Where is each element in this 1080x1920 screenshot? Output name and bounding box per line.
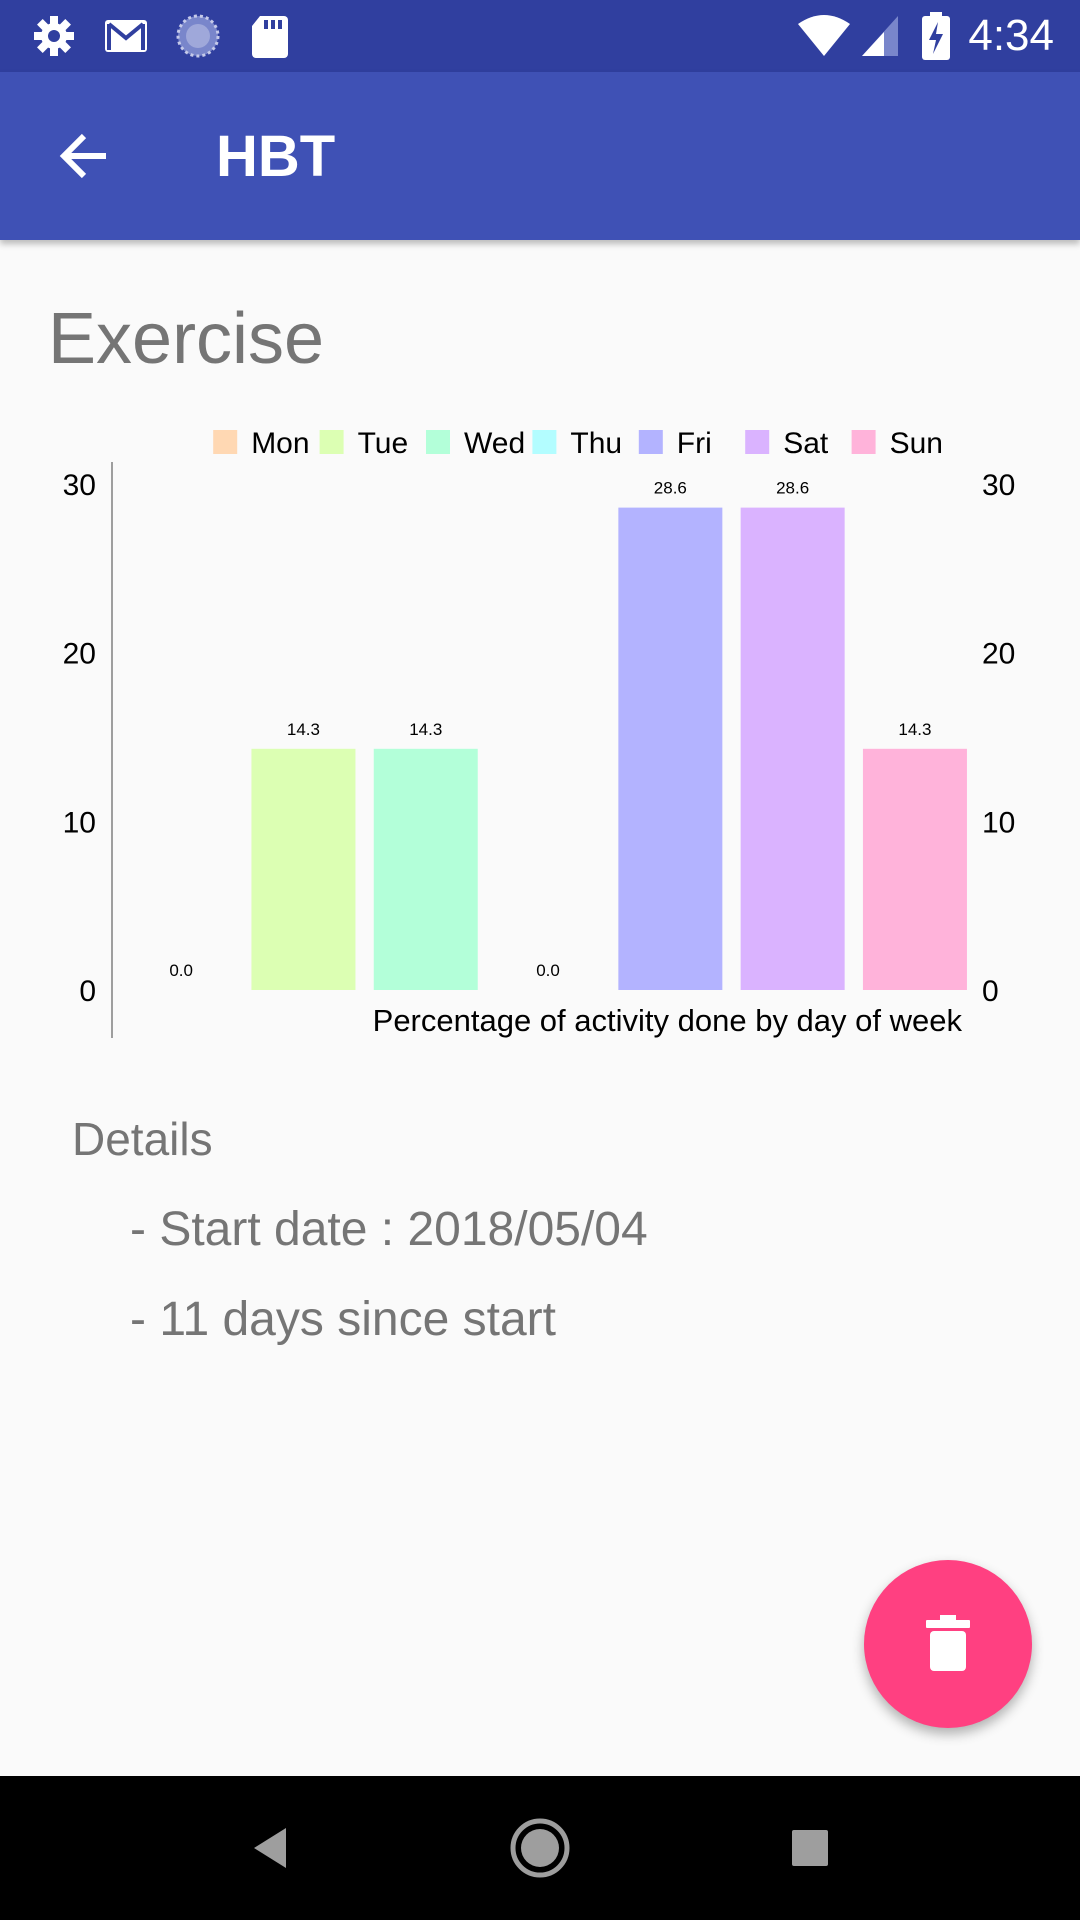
chart-description: Percentage of activity done by day of we… bbox=[373, 1003, 963, 1038]
legend-swatch-wed bbox=[426, 430, 450, 454]
delete-button[interactable] bbox=[864, 1560, 1032, 1728]
settings-icon bbox=[30, 12, 78, 60]
nav-back-icon bbox=[254, 1828, 286, 1868]
clock-time: 4:34 bbox=[968, 11, 1054, 60]
bar-sat bbox=[740, 507, 845, 990]
gmail-icon bbox=[102, 12, 150, 60]
wifi-icon bbox=[796, 12, 852, 60]
start-date-text: - Start date : 2018/05/04 bbox=[130, 1203, 648, 1256]
bar-value-label: 0.0 bbox=[169, 961, 193, 980]
legend-swatch-sat bbox=[745, 430, 770, 454]
nav-home-button[interactable] bbox=[492, 1800, 588, 1896]
bar-fri bbox=[618, 507, 723, 990]
legend-swatch-fri bbox=[638, 430, 663, 454]
legend-label-mon: Mon bbox=[251, 427, 309, 460]
back-button[interactable] bbox=[40, 112, 128, 200]
delete-icon bbox=[926, 1615, 970, 1671]
bar-value-label: 14.3 bbox=[898, 720, 931, 739]
nav-home-icon bbox=[510, 1818, 570, 1878]
legend-label-fri: Fri bbox=[677, 427, 712, 460]
legend-label-wed: Wed bbox=[464, 427, 525, 460]
legend-label-thu: Thu bbox=[570, 427, 622, 460]
legend-label-tue: Tue bbox=[358, 427, 409, 460]
bar-sun bbox=[862, 748, 967, 990]
app-bar: HBT bbox=[0, 72, 1080, 240]
battery-charging-icon bbox=[918, 12, 954, 60]
details-heading: Details bbox=[72, 1113, 213, 1165]
y-tick-label-left: 20 bbox=[63, 638, 96, 671]
legend-swatch-mon bbox=[213, 430, 238, 454]
cell-signal-icon bbox=[858, 12, 906, 60]
y-tick-label-right: 20 bbox=[982, 638, 1015, 671]
nav-back-button[interactable] bbox=[222, 1800, 318, 1896]
legend-swatch-thu bbox=[532, 430, 557, 454]
legend-label-sat: Sat bbox=[783, 427, 829, 460]
bar-value-label: 28.6 bbox=[776, 479, 809, 498]
y-tick-label-left: 10 bbox=[63, 806, 96, 839]
y-tick-label-left: 30 bbox=[63, 469, 96, 502]
y-tick-label-right: 0 bbox=[982, 975, 999, 1008]
bar-wed bbox=[373, 748, 478, 990]
app-title: HBT bbox=[216, 124, 336, 189]
y-tick-label-right: 10 bbox=[982, 806, 1015, 839]
navigation-bar bbox=[0, 1776, 1080, 1920]
sync-icon bbox=[174, 12, 222, 60]
nav-recents-icon bbox=[792, 1830, 828, 1866]
bar-chart: 0 0 10 10 20 20 30 30 0.0 14.3 14.3 0.0 28.6 28.6 14.3… bbox=[0, 410, 1080, 1050]
sd-card-icon bbox=[246, 12, 294, 60]
arrow-back-icon bbox=[59, 133, 106, 179]
nav-recents-button[interactable] bbox=[762, 1800, 858, 1896]
y-tick-label-right: 30 bbox=[982, 469, 1015, 502]
legend-swatch-sun bbox=[851, 430, 876, 454]
y-tick-label-left: 0 bbox=[79, 975, 96, 1008]
status-bar: 4:34 bbox=[0, 0, 1080, 72]
habit-name: Exercise bbox=[48, 299, 325, 379]
chart-canvas: 0 0 10 10 20 20 30 30 0.0 14.3 14.3 0.0 28.6 28.6 14.3… bbox=[63, 427, 1015, 1038]
bar-value-label: 14.3 bbox=[287, 720, 320, 739]
bar-tue bbox=[251, 748, 356, 990]
legend-swatch-tue bbox=[319, 430, 344, 454]
legend-label-sun: Sun bbox=[890, 427, 943, 460]
bar-value-label: 14.3 bbox=[409, 720, 442, 739]
days-since-text: - 11 days since start bbox=[130, 1293, 556, 1346]
bar-value-label: 0.0 bbox=[536, 961, 560, 980]
bar-value-label: 28.6 bbox=[654, 479, 687, 498]
